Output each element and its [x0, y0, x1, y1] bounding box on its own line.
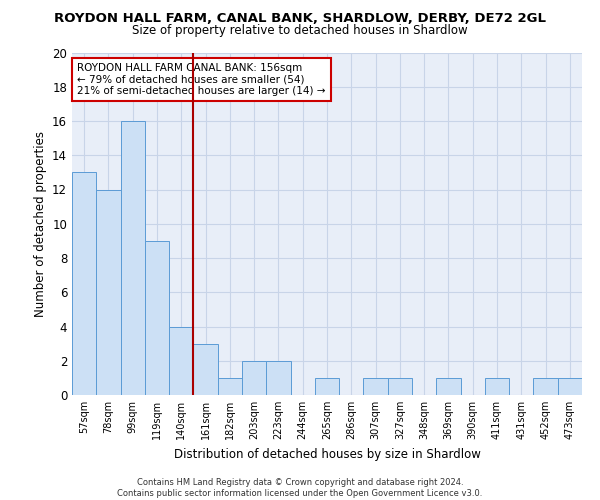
Bar: [242, 361, 266, 395]
Bar: [145, 241, 169, 395]
Bar: [72, 172, 96, 395]
Bar: [485, 378, 509, 395]
Bar: [266, 361, 290, 395]
Bar: [436, 378, 461, 395]
Text: ROYDON HALL FARM CANAL BANK: 156sqm
← 79% of detached houses are smaller (54)
21: ROYDON HALL FARM CANAL BANK: 156sqm ← 79…: [77, 63, 326, 96]
Text: ROYDON HALL FARM, CANAL BANK, SHARDLOW, DERBY, DE72 2GL: ROYDON HALL FARM, CANAL BANK, SHARDLOW, …: [54, 12, 546, 26]
Bar: [169, 326, 193, 395]
Text: Size of property relative to detached houses in Shardlow: Size of property relative to detached ho…: [132, 24, 468, 37]
Bar: [364, 378, 388, 395]
Bar: [193, 344, 218, 395]
Bar: [558, 378, 582, 395]
Bar: [315, 378, 339, 395]
Bar: [388, 378, 412, 395]
Bar: [96, 190, 121, 395]
Bar: [121, 121, 145, 395]
Bar: [218, 378, 242, 395]
Text: Contains HM Land Registry data © Crown copyright and database right 2024.
Contai: Contains HM Land Registry data © Crown c…: [118, 478, 482, 498]
Bar: [533, 378, 558, 395]
Y-axis label: Number of detached properties: Number of detached properties: [34, 130, 47, 317]
X-axis label: Distribution of detached houses by size in Shardlow: Distribution of detached houses by size …: [173, 448, 481, 460]
